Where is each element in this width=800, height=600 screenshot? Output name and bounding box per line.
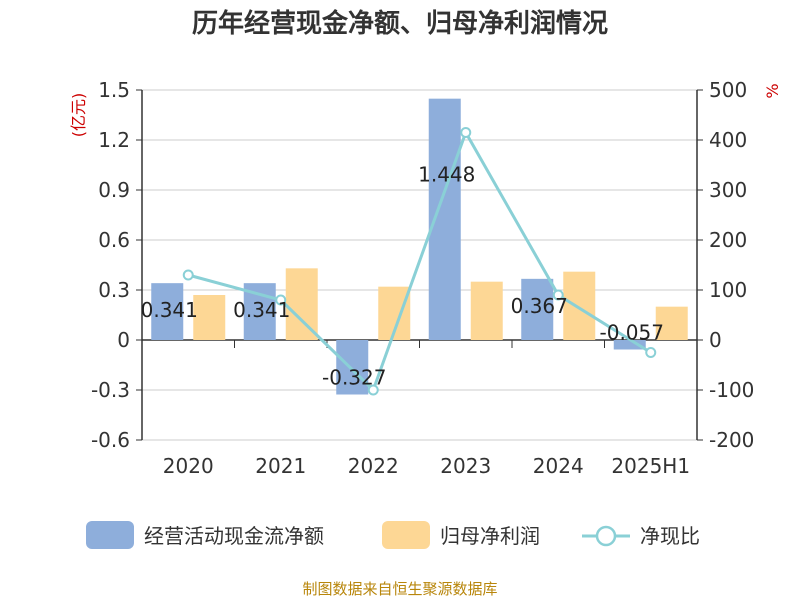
right-tick-label: 100 — [709, 278, 747, 302]
left-tick-label: 0.3 — [98, 278, 130, 302]
left-tick-label: 1.5 — [98, 78, 130, 102]
cashflow-data-label: -0.327 — [322, 366, 386, 390]
right-tick-label: 0 — [709, 328, 722, 352]
cashflow-bar — [151, 283, 184, 340]
source-note: 制图数据来自恒生聚源数据库 — [302, 580, 497, 598]
ratio-point — [182, 269, 194, 281]
cashflow-data-label: 0.341 — [141, 298, 198, 322]
left-tick-label: 1.2 — [98, 128, 130, 152]
right-tick-label: 400 — [709, 128, 747, 152]
left-tick-label: 0 — [117, 328, 130, 352]
net-profit-bar — [655, 306, 688, 340]
ratio-point — [460, 127, 472, 138]
category-label: 2024 — [533, 454, 584, 478]
ratio-line — [182, 127, 657, 396]
cashflow-bar — [613, 340, 646, 350]
category-label: 2021 — [255, 454, 306, 478]
bars — [151, 98, 688, 395]
category-label: 2022 — [348, 454, 399, 478]
left-tick-label: 0.6 — [98, 228, 130, 252]
right-tick-label: -200 — [709, 428, 754, 452]
legend-label-cashflow: 经营活动现金流净额 — [144, 524, 324, 548]
ratio-point — [275, 294, 287, 306]
cashflow-bar — [521, 278, 554, 340]
right-tick-label: -100 — [709, 378, 754, 402]
left-tick-label: 0.9 — [98, 178, 130, 202]
cashflow-data-label: -0.057 — [600, 321, 664, 345]
legend: 经营活动现金流净额 归母净利润 净现比 — [86, 521, 700, 549]
cashflow-data-label: 0.367 — [511, 294, 568, 318]
ratio-point — [645, 347, 657, 358]
legend-swatch-cashflow — [86, 521, 134, 549]
net-profit-bar — [285, 268, 318, 340]
category-label: 2025H1 — [611, 454, 690, 478]
ratio-point — [367, 384, 379, 396]
net-profit-bar — [563, 271, 596, 340]
ratio-polyline — [187, 128, 652, 393]
legend-label-ratio: 净现比 — [640, 524, 700, 548]
left-tick-label: -0.6 — [91, 428, 130, 452]
right-tick-label: 200 — [709, 228, 747, 252]
net-profit-bar — [193, 295, 226, 340]
cashflow-data-label: 1.448 — [418, 163, 475, 187]
right-tick-label: 300 — [709, 178, 747, 202]
legend-swatch-net-profit — [382, 521, 430, 549]
data-labels: 0.341 0.341 -0.327 1.448 0.367 -0.057 — [141, 163, 664, 390]
legend-label-net-profit: 归母净利润 — [440, 524, 540, 548]
right-unit-label: % — [763, 83, 782, 98]
legend-swatch-ratio-marker — [595, 525, 617, 547]
category-label: 2020 — [163, 454, 214, 478]
category-label: 2023 — [440, 454, 491, 478]
cashflow-data-label: 0.341 — [233, 298, 290, 322]
left-unit-label: (亿元) — [69, 93, 88, 138]
axes: 1.5 1.2 0.9 0.6 0.3 0 -0.3 -0.6 500 400 300 200 100 0… — [69, 78, 782, 478]
cashflow-bar — [336, 340, 369, 395]
chart-title: 历年经营现金净额、归母净利润情况 — [192, 8, 608, 39]
left-tick-label: -0.3 — [91, 378, 130, 402]
right-tick-label: 500 — [709, 78, 747, 102]
ratio-point — [552, 289, 564, 301]
net-profit-bar — [470, 281, 503, 340]
